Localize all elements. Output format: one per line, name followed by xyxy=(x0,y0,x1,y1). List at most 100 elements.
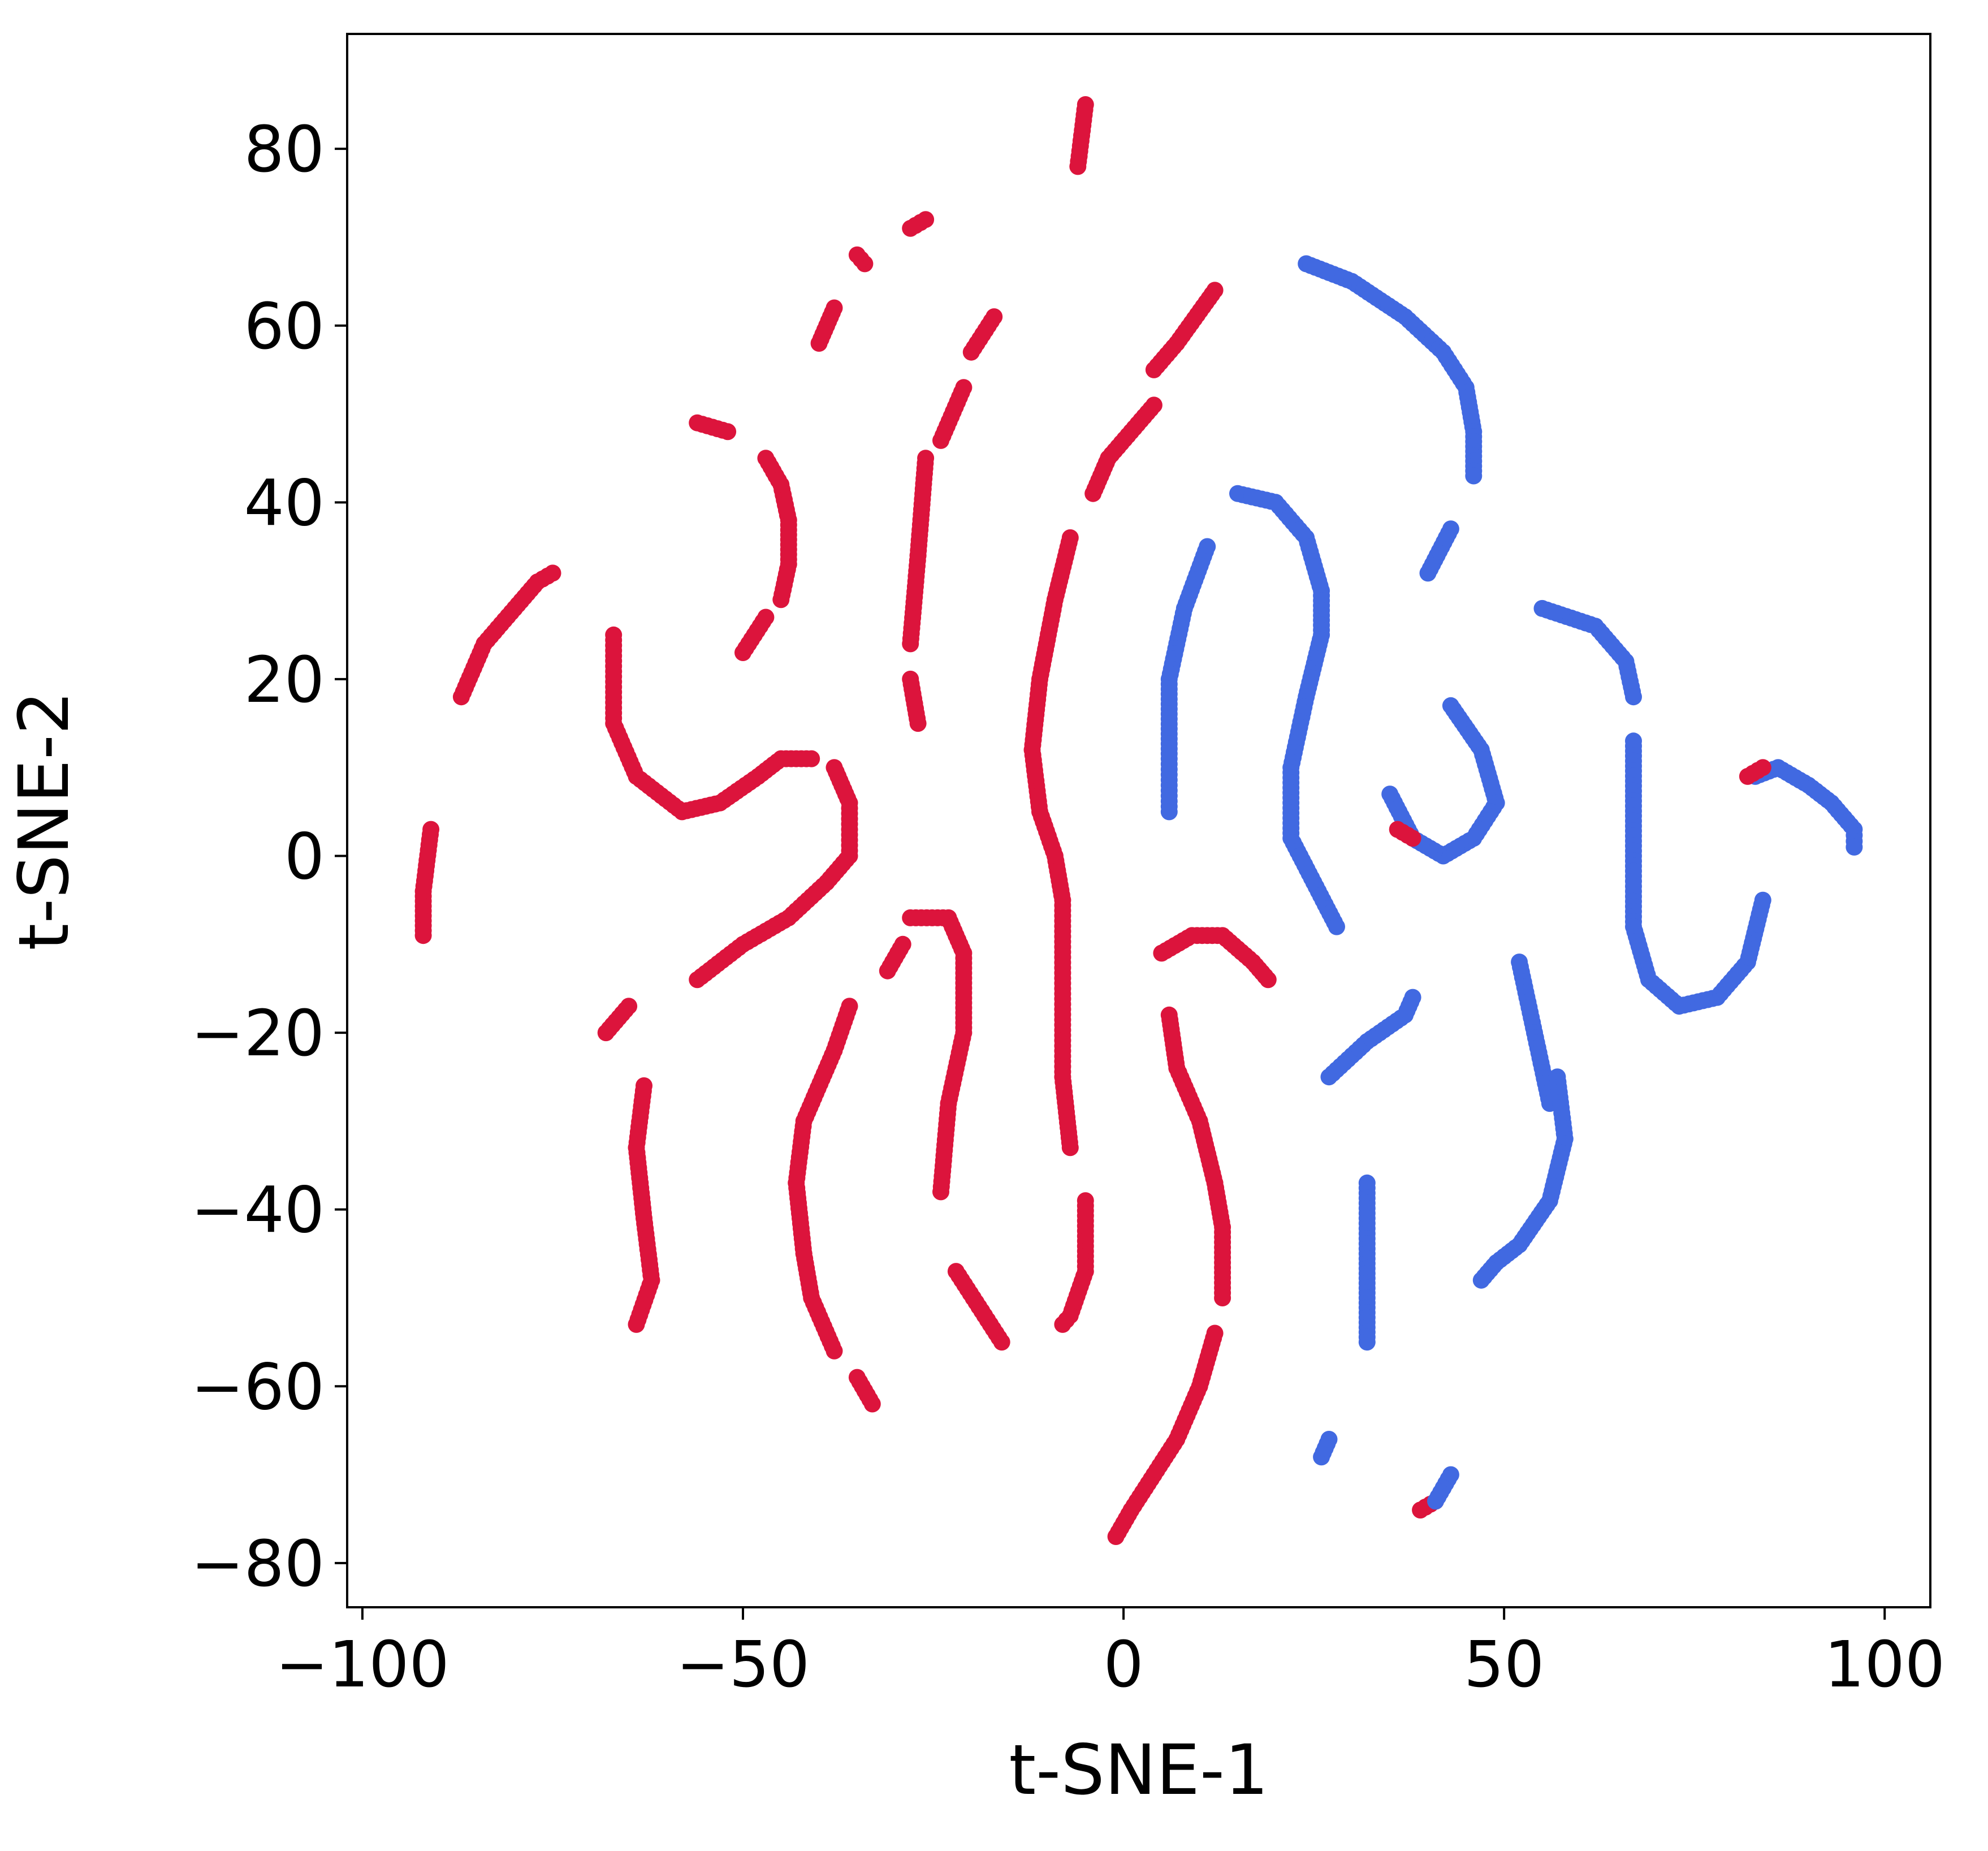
scatter-point xyxy=(1754,891,1771,909)
point-strand xyxy=(1160,538,1216,821)
point-strand xyxy=(597,998,638,1042)
point-strand xyxy=(1153,927,1277,989)
scatter-point xyxy=(1625,688,1642,706)
y-tick-label: −60 xyxy=(191,1351,325,1424)
point-strand xyxy=(902,670,927,732)
x-tick-label: 100 xyxy=(1824,1628,1945,1702)
point-strand xyxy=(757,450,797,609)
plot-frame xyxy=(346,33,1931,1608)
point-strand xyxy=(605,626,820,821)
point-strand xyxy=(1069,96,1094,175)
scatter-point xyxy=(414,927,432,944)
point-strand xyxy=(1511,953,1558,1112)
scatter-point xyxy=(932,1183,949,1201)
point-strand xyxy=(932,379,973,449)
point-strand xyxy=(848,1369,881,1413)
y-tick-label: −80 xyxy=(191,1528,325,1601)
scatter-point xyxy=(803,750,820,767)
data-points xyxy=(414,96,1863,1545)
scatter-point xyxy=(826,1342,843,1360)
y-tick-label: −20 xyxy=(191,997,325,1071)
scatter-point xyxy=(848,246,866,264)
point-strand xyxy=(689,759,858,989)
scatter-point xyxy=(772,591,790,609)
scatter-point xyxy=(1404,830,1421,847)
scatter-point xyxy=(1259,971,1277,989)
point-strand xyxy=(1358,1174,1376,1351)
scatter-point xyxy=(689,971,706,989)
point-strand xyxy=(1054,1192,1094,1333)
scatter-point xyxy=(1077,96,1094,113)
scatter-point xyxy=(1381,786,1399,803)
point-strand xyxy=(1160,1006,1231,1306)
y-tick-label: 60 xyxy=(244,290,325,364)
point-strand xyxy=(902,909,973,1201)
point-strand xyxy=(1739,759,1771,785)
scatter-point xyxy=(1061,1139,1079,1157)
scatter-point xyxy=(1054,1315,1071,1333)
scatter-point xyxy=(902,670,919,688)
scatter-point xyxy=(986,308,1003,326)
scatter-point xyxy=(1442,520,1459,538)
scatter-point xyxy=(1214,1289,1231,1306)
point-strand xyxy=(452,564,561,706)
y-tick-label: 20 xyxy=(244,644,325,717)
point-strand xyxy=(1389,821,1421,847)
point-strand xyxy=(1313,1431,1338,1466)
scatter-point xyxy=(628,1315,645,1333)
point-strand xyxy=(879,935,911,980)
scatter-point xyxy=(620,998,638,1015)
x-tick-label: 50 xyxy=(1464,1628,1545,1702)
point-strand xyxy=(947,1263,1010,1351)
scatter-point xyxy=(1145,361,1162,378)
point-strand xyxy=(1427,1466,1459,1510)
x-tick-label: 0 xyxy=(1103,1628,1143,1702)
point-strand xyxy=(414,821,440,944)
y-tick-label: 0 xyxy=(284,821,325,894)
point-strand xyxy=(1472,1068,1574,1289)
scatter-point xyxy=(544,564,561,582)
point-strand xyxy=(962,308,1003,361)
point-strand xyxy=(1320,989,1421,1086)
scatter-point xyxy=(863,1395,881,1413)
y-tick-label: 40 xyxy=(244,467,325,540)
point-strand xyxy=(848,246,874,273)
point-strand xyxy=(1145,282,1224,378)
point-strand xyxy=(1229,485,1345,935)
y-axis-title: t-SNE-2 xyxy=(4,691,84,950)
scatter-point xyxy=(917,450,935,467)
point-strand xyxy=(795,1245,843,1360)
scatter-point xyxy=(719,423,737,441)
scatter-point xyxy=(1358,1334,1376,1351)
point-strand xyxy=(1625,732,1771,1015)
scatter-point xyxy=(1328,918,1345,935)
scatter-point xyxy=(894,935,911,953)
point-strand xyxy=(1107,1324,1224,1545)
scatter-point xyxy=(917,211,935,228)
point-strand xyxy=(1533,599,1642,706)
point-strand xyxy=(902,547,927,653)
x-tick-label: −50 xyxy=(676,1628,810,1702)
scatter-point xyxy=(1084,485,1102,502)
scatter-point xyxy=(1754,759,1771,776)
y-tick-label: 80 xyxy=(244,113,325,187)
point-strand xyxy=(1419,520,1459,582)
scatter-point xyxy=(826,299,843,317)
point-strand xyxy=(689,414,737,441)
point-strand xyxy=(1298,255,1483,485)
scatter-point xyxy=(1160,803,1178,821)
point-strand xyxy=(902,211,935,237)
scatter-point xyxy=(909,547,927,564)
x-tick-label: −100 xyxy=(275,1628,450,1702)
y-tick-label: −40 xyxy=(191,1174,325,1248)
scatter-point xyxy=(993,1334,1010,1351)
scatter-point xyxy=(1404,989,1421,1006)
x-axis-title: t-SNE-1 xyxy=(1009,1730,1268,1810)
point-strand xyxy=(909,450,935,564)
scatter-point xyxy=(1465,467,1483,485)
scatter-point xyxy=(1107,1528,1125,1545)
scatter-point xyxy=(1472,1271,1490,1289)
point-strand xyxy=(788,998,858,1262)
point-strand xyxy=(1084,396,1162,502)
